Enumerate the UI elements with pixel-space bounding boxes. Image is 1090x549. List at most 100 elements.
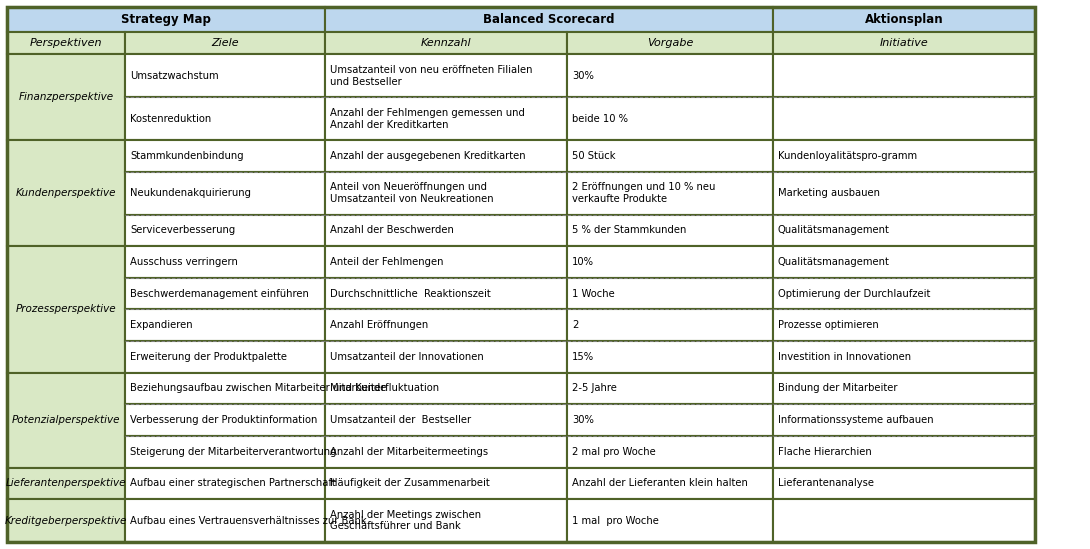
Bar	[567, 215, 773, 247]
Bar	[325, 499, 567, 542]
Bar	[125, 404, 325, 436]
Bar	[125, 310, 325, 341]
Bar	[773, 404, 1036, 436]
Bar	[325, 215, 567, 247]
Text: Ausschuss verringern: Ausschuss verringern	[130, 257, 238, 267]
Bar	[125, 341, 325, 373]
Text: Häufigkeit der Zusammenarbeit: Häufigkeit der Zusammenarbeit	[330, 478, 489, 488]
Text: Kreditgeberperspektive: Kreditgeberperspektive	[4, 516, 128, 525]
Bar	[125, 97, 325, 140]
Bar	[325, 468, 567, 499]
Bar	[125, 32, 325, 54]
Text: Qualitätsmanagement: Qualitätsmanagement	[778, 257, 889, 267]
Bar	[567, 278, 773, 310]
Text: Flache Hierarchien: Flache Hierarchien	[778, 447, 872, 457]
Bar	[567, 140, 773, 172]
Text: Durchschnittliche  Reaktionszeit: Durchschnittliche Reaktionszeit	[330, 289, 490, 299]
Text: Ziele: Ziele	[211, 38, 239, 48]
Text: Steigerung der Mitarbeiterverantwortung: Steigerung der Mitarbeiterverantwortung	[130, 447, 337, 457]
Text: 1 mal  pro Woche: 1 mal pro Woche	[572, 516, 658, 525]
Text: Anzahl Eröffnungen: Anzahl Eröffnungen	[330, 320, 428, 330]
Bar	[125, 247, 325, 278]
Bar	[325, 341, 567, 373]
Bar	[567, 172, 773, 215]
Text: Kennzahl: Kennzahl	[421, 38, 471, 48]
Bar	[125, 468, 325, 499]
Bar	[7, 468, 125, 499]
Bar	[325, 310, 567, 341]
Text: Initiative: Initiative	[880, 38, 929, 48]
Bar	[567, 97, 773, 140]
Text: Kundenloyalitätspro-gramm: Kundenloyalitätspro-gramm	[778, 151, 917, 161]
Text: Balanced Scorecard: Balanced Scorecard	[483, 13, 615, 26]
Bar	[567, 436, 773, 468]
Bar	[773, 373, 1036, 404]
Bar	[773, 172, 1036, 215]
Text: Vorgabe: Vorgabe	[646, 38, 693, 48]
Text: 1 Woche: 1 Woche	[572, 289, 615, 299]
Text: Lieferantenanalyse: Lieferantenanalyse	[778, 478, 874, 488]
Bar	[325, 54, 567, 97]
Text: Finanzperspektive: Finanzperspektive	[19, 92, 113, 102]
Bar	[325, 436, 567, 468]
Bar	[773, 499, 1036, 542]
Bar	[773, 7, 1036, 32]
Text: Verbesserung der Produktinformation: Verbesserung der Produktinformation	[130, 415, 317, 425]
Text: Erweiterung der Produktpalette: Erweiterung der Produktpalette	[130, 352, 287, 362]
Bar	[7, 499, 125, 542]
Bar	[7, 373, 125, 468]
Bar	[325, 278, 567, 310]
Bar	[125, 499, 325, 542]
Text: beide 10 %: beide 10 %	[572, 114, 628, 124]
Bar	[773, 341, 1036, 373]
Text: Prozessperspektive: Prozessperspektive	[15, 305, 117, 315]
Text: Anteil von Neueröffnungen und
Umsatzanteil von Neukreationen: Anteil von Neueröffnungen und Umsatzante…	[330, 182, 494, 204]
Bar	[7, 247, 125, 373]
Text: 50 Stück: 50 Stück	[572, 151, 616, 161]
Bar	[773, 215, 1036, 247]
Text: Beschwerdemanagement einführen: Beschwerdemanagement einführen	[130, 289, 308, 299]
Bar	[7, 140, 125, 247]
Text: Anzahl der Meetings zwischen
Geschäftsführer und Bank: Anzahl der Meetings zwischen Geschäftsfü…	[330, 510, 481, 531]
Bar	[325, 97, 567, 140]
Bar	[567, 310, 773, 341]
Text: Prozesse optimieren: Prozesse optimieren	[778, 320, 879, 330]
Text: Stammkundenbindung: Stammkundenbindung	[130, 151, 244, 161]
Bar	[7, 7, 325, 32]
Bar	[325, 247, 567, 278]
Bar	[773, 436, 1036, 468]
Text: 30%: 30%	[572, 71, 594, 81]
Bar	[567, 373, 773, 404]
Text: Beziehungsaufbau zwischen Mitarbeiter und Kunde: Beziehungsaufbau zwischen Mitarbeiter un…	[130, 384, 386, 394]
Text: 2-5 Jahre: 2-5 Jahre	[572, 384, 617, 394]
Bar	[7, 54, 125, 140]
Text: Anzahl der Mitarbeitermeetings: Anzahl der Mitarbeitermeetings	[330, 447, 488, 457]
Bar	[567, 468, 773, 499]
Bar	[567, 341, 773, 373]
Text: Anzahl der Beschwerden: Anzahl der Beschwerden	[330, 226, 453, 236]
Text: 2 Eröffnungen und 10 % neu
verkaufte Produkte: 2 Eröffnungen und 10 % neu verkaufte Pro…	[572, 182, 715, 204]
Bar	[125, 140, 325, 172]
Text: 2: 2	[572, 320, 579, 330]
Text: Umsatzanteil von neu eröffneten Filialen
und Bestseller: Umsatzanteil von neu eröffneten Filialen…	[330, 65, 533, 87]
Text: 10%: 10%	[572, 257, 594, 267]
Bar	[567, 247, 773, 278]
Text: Kundenperspektive: Kundenperspektive	[15, 188, 117, 198]
Text: Umsatzwachstum: Umsatzwachstum	[130, 71, 219, 81]
Text: Serviceverbesserung: Serviceverbesserung	[130, 226, 235, 236]
Bar	[125, 172, 325, 215]
Bar	[567, 499, 773, 542]
Text: Bindung der Mitarbeiter: Bindung der Mitarbeiter	[778, 384, 897, 394]
Text: Investition in Innovationen: Investition in Innovationen	[778, 352, 911, 362]
Text: Neukundenakquirierung: Neukundenakquirierung	[130, 188, 251, 198]
Text: Marketing ausbauen: Marketing ausbauen	[778, 188, 880, 198]
Text: Aufbau eines Vertrauensverhältnisses zur Bank: Aufbau eines Vertrauensverhältnisses zur…	[130, 516, 366, 525]
Text: Anzahl der ausgegebenen Kreditkarten: Anzahl der ausgegebenen Kreditkarten	[330, 151, 525, 161]
Bar	[773, 32, 1036, 54]
Text: Umsatzanteil der  Bestseller: Umsatzanteil der Bestseller	[330, 415, 471, 425]
Text: 15%: 15%	[572, 352, 594, 362]
Text: Anteil der Fehlmengen: Anteil der Fehlmengen	[330, 257, 444, 267]
Text: Anzahl der Fehlmengen gemessen und
Anzahl der Kreditkarten: Anzahl der Fehlmengen gemessen und Anzah…	[330, 108, 525, 130]
Bar	[325, 404, 567, 436]
Bar	[325, 172, 567, 215]
